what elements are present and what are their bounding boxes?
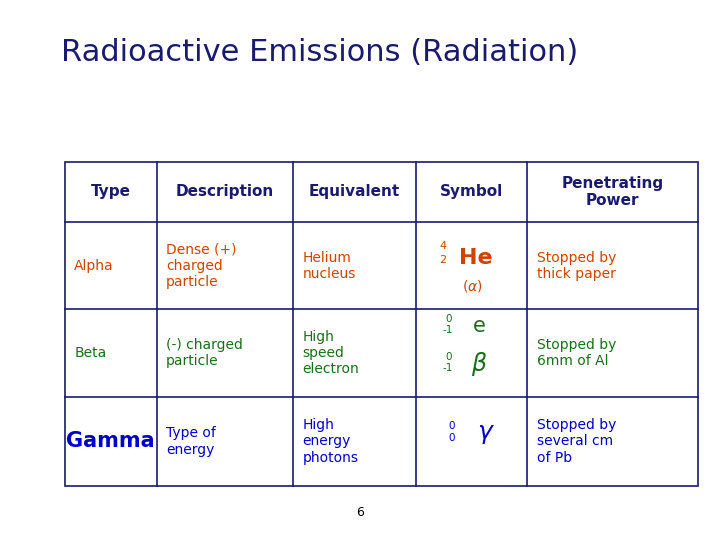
Text: e: e xyxy=(472,316,485,336)
Text: (-) charged
particle: (-) charged particle xyxy=(166,338,243,368)
Text: Type of
energy: Type of energy xyxy=(166,427,216,456)
Text: Equivalent: Equivalent xyxy=(309,185,400,199)
Text: 4: 4 xyxy=(439,241,446,251)
Text: High
energy
photons: High energy photons xyxy=(302,418,359,464)
Text: 2: 2 xyxy=(439,255,446,265)
Text: Dense (+)
charged
particle: Dense (+) charged particle xyxy=(166,242,237,289)
Text: Stopped by
thick paper: Stopped by thick paper xyxy=(537,251,616,281)
Text: -1: -1 xyxy=(443,363,454,373)
Text: 0: 0 xyxy=(449,421,455,431)
Text: -1: -1 xyxy=(443,326,454,335)
Text: High
speed
electron: High speed electron xyxy=(302,330,359,376)
Text: Stopped by
6mm of Al: Stopped by 6mm of Al xyxy=(537,338,616,368)
Text: Symbol: Symbol xyxy=(440,185,503,199)
Text: $\gamma$: $\gamma$ xyxy=(477,422,495,447)
Text: Description: Description xyxy=(176,185,274,199)
Text: Helium
nucleus: Helium nucleus xyxy=(302,251,356,281)
Text: Penetrating
Power: Penetrating Power xyxy=(562,176,664,208)
Text: Type: Type xyxy=(91,185,131,199)
Text: Radioactive Emissions (Radiation): Radioactive Emissions (Radiation) xyxy=(61,38,578,67)
Text: 0: 0 xyxy=(445,352,451,362)
Text: 6: 6 xyxy=(356,507,364,519)
Bar xyxy=(65,162,698,486)
Text: 0: 0 xyxy=(445,314,451,324)
Text: 0: 0 xyxy=(449,433,455,443)
Text: Gamma: Gamma xyxy=(66,431,155,451)
Text: Beta: Beta xyxy=(74,346,107,360)
Text: He: He xyxy=(459,247,492,268)
Text: $\beta$: $\beta$ xyxy=(471,350,487,378)
Text: Stopped by
several cm
of Pb: Stopped by several cm of Pb xyxy=(537,418,616,464)
Text: Alpha: Alpha xyxy=(74,259,114,273)
Text: ($\alpha$): ($\alpha$) xyxy=(462,278,482,294)
